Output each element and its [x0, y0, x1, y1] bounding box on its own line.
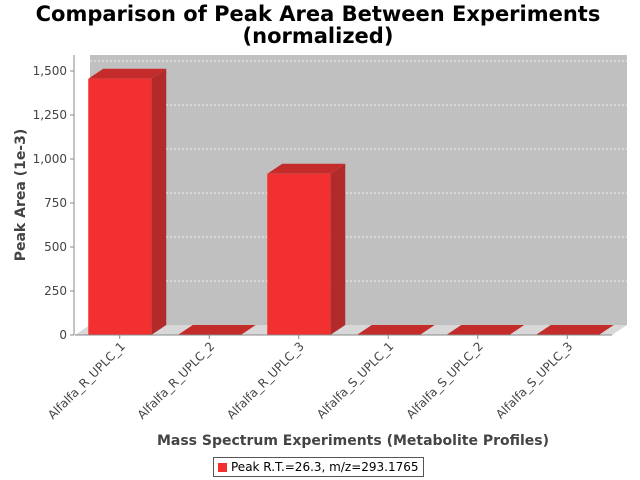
bar-side	[330, 163, 346, 335]
bar-top	[177, 325, 256, 335]
x-tick-labels: Alfalfa_R_UPLC_1 Alfalfa_R_UPLC_2 Alfalfa_…	[45, 335, 575, 422]
bar-front	[88, 78, 152, 335]
y-axis-title: Peak Area (1e-3)	[13, 129, 29, 262]
bar-top	[88, 68, 167, 79]
x-axis-title: Mass Spectrum Experiments (Metabolite Pr…	[157, 433, 549, 449]
x-tick-label: Alfalfa_S_UPLC_3	[493, 339, 575, 421]
bar-top	[267, 163, 346, 174]
y-tick-labels: 0 250 500 750 1,000 1,250 1,500	[33, 64, 74, 342]
bar	[446, 325, 525, 335]
bar-side	[151, 68, 167, 335]
x-tick-label: Alfalfa_S_UPLC_2	[404, 339, 486, 421]
y-tick-label: 0	[59, 328, 67, 342]
y-tick-label: 500	[44, 240, 67, 254]
y-tick-label: 250	[44, 284, 67, 298]
legend: Peak R.T.=26.3, m/z=293.1765	[213, 457, 424, 477]
x-tick-label: Alfalfa_R_UPLC_2	[135, 339, 218, 422]
bar	[356, 325, 435, 335]
bar-top	[535, 325, 614, 335]
y-tick-label: 750	[44, 196, 67, 210]
y-tick-label: 1,250	[33, 108, 67, 122]
x-tick-label: Alfalfa_R_UPLC_3	[224, 339, 307, 422]
chart-subtitle: (normalized)	[243, 24, 394, 48]
plot-area	[90, 55, 627, 325]
bar-front	[267, 173, 331, 335]
bar	[88, 68, 167, 335]
bar-top	[446, 325, 525, 335]
bars	[88, 68, 614, 335]
y-tick-label: 1,500	[33, 64, 67, 78]
chart-title: Comparison of Peak Area Between Experime…	[36, 2, 601, 26]
legend-swatch	[218, 462, 227, 472]
x-tick-label: Alfalfa_S_UPLC_1	[314, 339, 396, 421]
bar	[267, 163, 346, 335]
bar	[177, 325, 256, 335]
bar	[535, 325, 614, 335]
bar-top	[356, 325, 435, 335]
y-tick-label: 1,000	[33, 152, 67, 166]
gridlines	[90, 60, 627, 282]
x-tick-label: Alfalfa_R_UPLC_1	[45, 339, 128, 422]
legend-label: Peak R.T.=26.3, m/z=293.1765	[231, 460, 419, 474]
